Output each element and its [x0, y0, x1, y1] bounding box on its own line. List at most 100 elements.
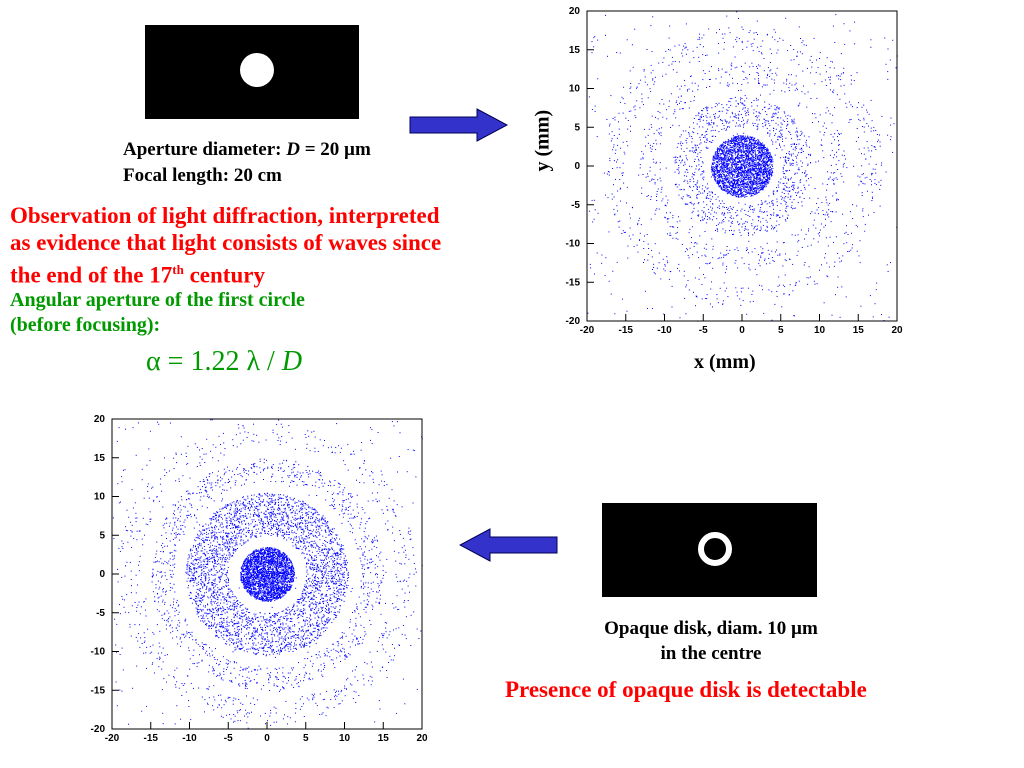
- scatter-point: [767, 108, 769, 110]
- scatter-point: [749, 66, 751, 68]
- scatter-point: [743, 136, 745, 138]
- scatter-point: [717, 170, 719, 172]
- scatter-point: [287, 568, 289, 570]
- scatter-point: [740, 97, 742, 99]
- scatter-point: [773, 212, 775, 214]
- scatter-point: [752, 65, 754, 67]
- scatter-point: [769, 206, 771, 208]
- scatter-point: [675, 159, 677, 161]
- scatter-point: [743, 176, 745, 178]
- scatter-point: [871, 196, 873, 198]
- scatter-point: [723, 166, 725, 168]
- x-tick-label: 20: [891, 325, 903, 336]
- scatter-point: [765, 171, 767, 173]
- scatter-point: [781, 198, 783, 200]
- scatter-point: [710, 191, 712, 193]
- scatter-point: [742, 147, 744, 149]
- scatter-point: [761, 171, 763, 173]
- scatter-point: [872, 197, 873, 199]
- scatter-point: [655, 149, 657, 151]
- scatter-point: [759, 180, 761, 182]
- scatter-point: [750, 168, 752, 170]
- scatter-point: [750, 43, 752, 45]
- scatter-point: [755, 166, 757, 168]
- scatter-point: [711, 162, 713, 164]
- scatter-point: [833, 89, 835, 91]
- scatter-point: [711, 192, 713, 194]
- scatter-point: [726, 141, 728, 143]
- scatter-point: [821, 145, 823, 146]
- scatter-point: [741, 143, 743, 145]
- scatter-point: [759, 177, 760, 179]
- scatter-point: [642, 158, 644, 160]
- scatter-point: [605, 194, 606, 196]
- scatter-point: [853, 165, 855, 167]
- scatter-point: [594, 273, 595, 275]
- scatter-point: [726, 170, 728, 172]
- scatter-point: [735, 105, 737, 107]
- scatter-point: [759, 184, 761, 186]
- scatter-point: [773, 113, 775, 115]
- scatter-point: [689, 197, 691, 198]
- scatter-point: [643, 241, 645, 242]
- scatter-point: [749, 175, 751, 176]
- scatter-point: [707, 187, 709, 189]
- scatter-point: [764, 160, 766, 162]
- scatter-point: [740, 89, 742, 91]
- scatter-point: [737, 195, 739, 197]
- scatter-point: [647, 173, 648, 175]
- scatter-point: [713, 173, 715, 175]
- scatter-point: [733, 139, 735, 141]
- scatter-point: [773, 193, 775, 195]
- scatter-point: [776, 201, 778, 203]
- scatter-point: [753, 162, 755, 164]
- scatter-point: [784, 159, 786, 161]
- scatter-point: [746, 175, 748, 177]
- scatter-point: [871, 191, 873, 193]
- scatter-point: [713, 114, 715, 115]
- scatter-point: [718, 257, 720, 259]
- scatter-point: [767, 160, 769, 162]
- scatter-point: [660, 135, 662, 137]
- scatter-point: [589, 263, 591, 265]
- scatter-point: [729, 160, 731, 162]
- scatter-point: [755, 97, 757, 99]
- scatter-point: [766, 34, 768, 36]
- scatter-point: [756, 163, 758, 165]
- scatter-point: [747, 82, 749, 84]
- scatter-point: [855, 224, 857, 226]
- scatter-point: [805, 143, 807, 145]
- scatter-point: [765, 164, 767, 166]
- scatter-point: [766, 226, 768, 228]
- scatter-point: [668, 278, 670, 280]
- scatter-point: [652, 158, 654, 160]
- scatter-point: [767, 149, 769, 151]
- scatter-point: [749, 182, 751, 184]
- scatter-point: [725, 161, 727, 163]
- scatter-point: [819, 229, 821, 231]
- scatter-point: [714, 117, 716, 119]
- scatter-point: [732, 184, 734, 186]
- scatter-point: [791, 84, 793, 86]
- scatter-point: [729, 155, 730, 157]
- scatter-point: [756, 119, 758, 121]
- scatter-point: [719, 164, 720, 166]
- scatter-point: [739, 181, 741, 182]
- scatter-point: [813, 280, 815, 282]
- scatter-point: [651, 115, 653, 117]
- scatter-point: [805, 180, 807, 182]
- scatter-point: [681, 160, 683, 162]
- scatter-point: [879, 145, 881, 147]
- scatter-point: [718, 153, 720, 155]
- scatter-point: [741, 173, 743, 175]
- scatter-point: [744, 143, 746, 145]
- scatter-point: [722, 264, 724, 266]
- scatter-point: [719, 176, 720, 178]
- scatter-point: [734, 190, 736, 192]
- scatter-point: [776, 249, 778, 251]
- scatter-point: [735, 125, 737, 127]
- scatter-point: [745, 141, 746, 142]
- scatter-point: [760, 175, 762, 177]
- scatter-point: [769, 217, 771, 219]
- scatter-point: [734, 139, 736, 141]
